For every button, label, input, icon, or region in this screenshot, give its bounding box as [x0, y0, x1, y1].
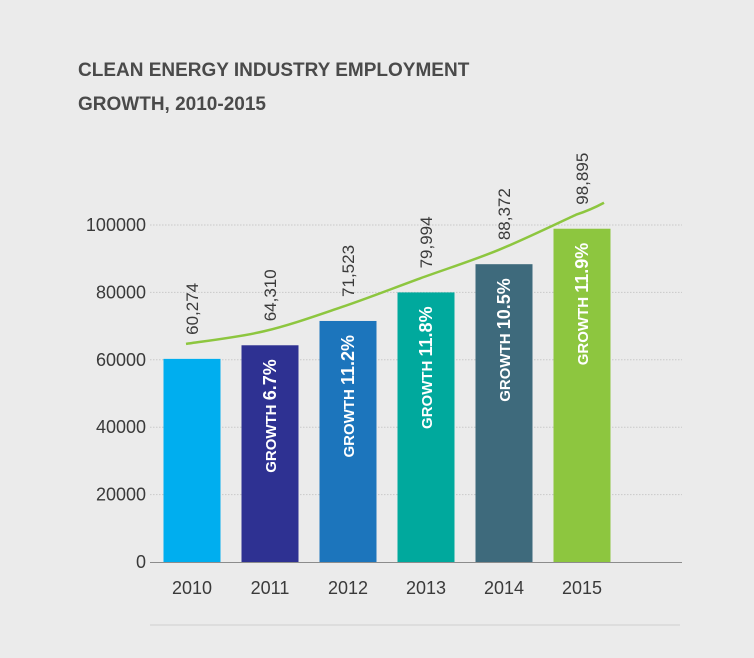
- value-label-2013: 79,994: [417, 216, 436, 268]
- growth-value: 11.9%: [572, 243, 592, 293]
- growth-label: GROWTH 10.5%: [494, 278, 514, 402]
- growth-value: 11.8%: [416, 306, 436, 356]
- y-tick-label: 40000: [96, 417, 146, 437]
- x-tick-label: 2011: [251, 578, 290, 598]
- bar-2015: [553, 228, 611, 562]
- growth-prefix: GROWTH: [341, 385, 358, 458]
- bar-2014: [475, 264, 533, 562]
- x-tick-label: 2015: [562, 578, 602, 598]
- growth-value: 11.2%: [338, 335, 358, 385]
- y-axis-ticks: 0 20000 40000 60000 80000 100000: [86, 215, 146, 572]
- trend-line: [185, 201, 605, 346]
- chart-title-line-2: GROWTH, 2010-2015: [78, 94, 266, 115]
- trend-line-group: [185, 201, 605, 346]
- bar-2010: [163, 358, 221, 562]
- bar-2011: [241, 345, 299, 562]
- growth-prefix: GROWTH: [497, 329, 514, 402]
- y-tick-label: 100000: [86, 215, 146, 235]
- value-label-2010: 60,274: [183, 283, 202, 335]
- value-labels: 60,274 64,310 71,523 79,994 88,372 98,895: [183, 153, 592, 335]
- growth-label: GROWTH 11.9%: [572, 243, 592, 366]
- growth-label: GROWTH 11.2%: [338, 335, 358, 458]
- value-label-2015: 98,895: [573, 153, 592, 205]
- x-tick-label: 2012: [328, 578, 368, 598]
- chart-title-line-1: CLEAN ENERGY INDUSTRY EMPLOYMENT: [78, 60, 470, 81]
- bar-2012: [319, 320, 377, 562]
- growth-label: GROWTH 6.7%: [260, 359, 280, 473]
- x-tick-label: 2013: [406, 578, 446, 598]
- y-tick-label: 20000: [96, 485, 146, 505]
- x-tick-label: 2014: [484, 578, 524, 598]
- growth-value: 10.5%: [494, 278, 514, 329]
- growth-prefix: GROWTH: [419, 356, 436, 429]
- x-tick-label: 2010: [172, 578, 212, 598]
- growth-prefix: GROWTH: [575, 293, 592, 366]
- value-label-2011: 64,310: [261, 269, 280, 321]
- value-label-2014: 88,372: [495, 188, 514, 240]
- growth-value: 6.7%: [260, 359, 280, 400]
- value-label-2012: 71,523: [339, 245, 358, 297]
- gridlines: [150, 224, 682, 626]
- growth-label: GROWTH 11.8%: [416, 306, 436, 429]
- bars: GROWTH 6.7%GROWTH 11.2% GROWTH 11.8% GROWT…: [163, 228, 611, 562]
- x-axis-ticks: 2010 2011 2012 2013 2014 2015: [172, 578, 602, 598]
- bar-2013: [397, 292, 455, 562]
- y-tick-label: 80000: [96, 282, 146, 302]
- y-tick-label: 60000: [96, 350, 146, 370]
- growth-prefix: GROWTH: [263, 400, 280, 473]
- y-tick-label: 0: [136, 552, 146, 572]
